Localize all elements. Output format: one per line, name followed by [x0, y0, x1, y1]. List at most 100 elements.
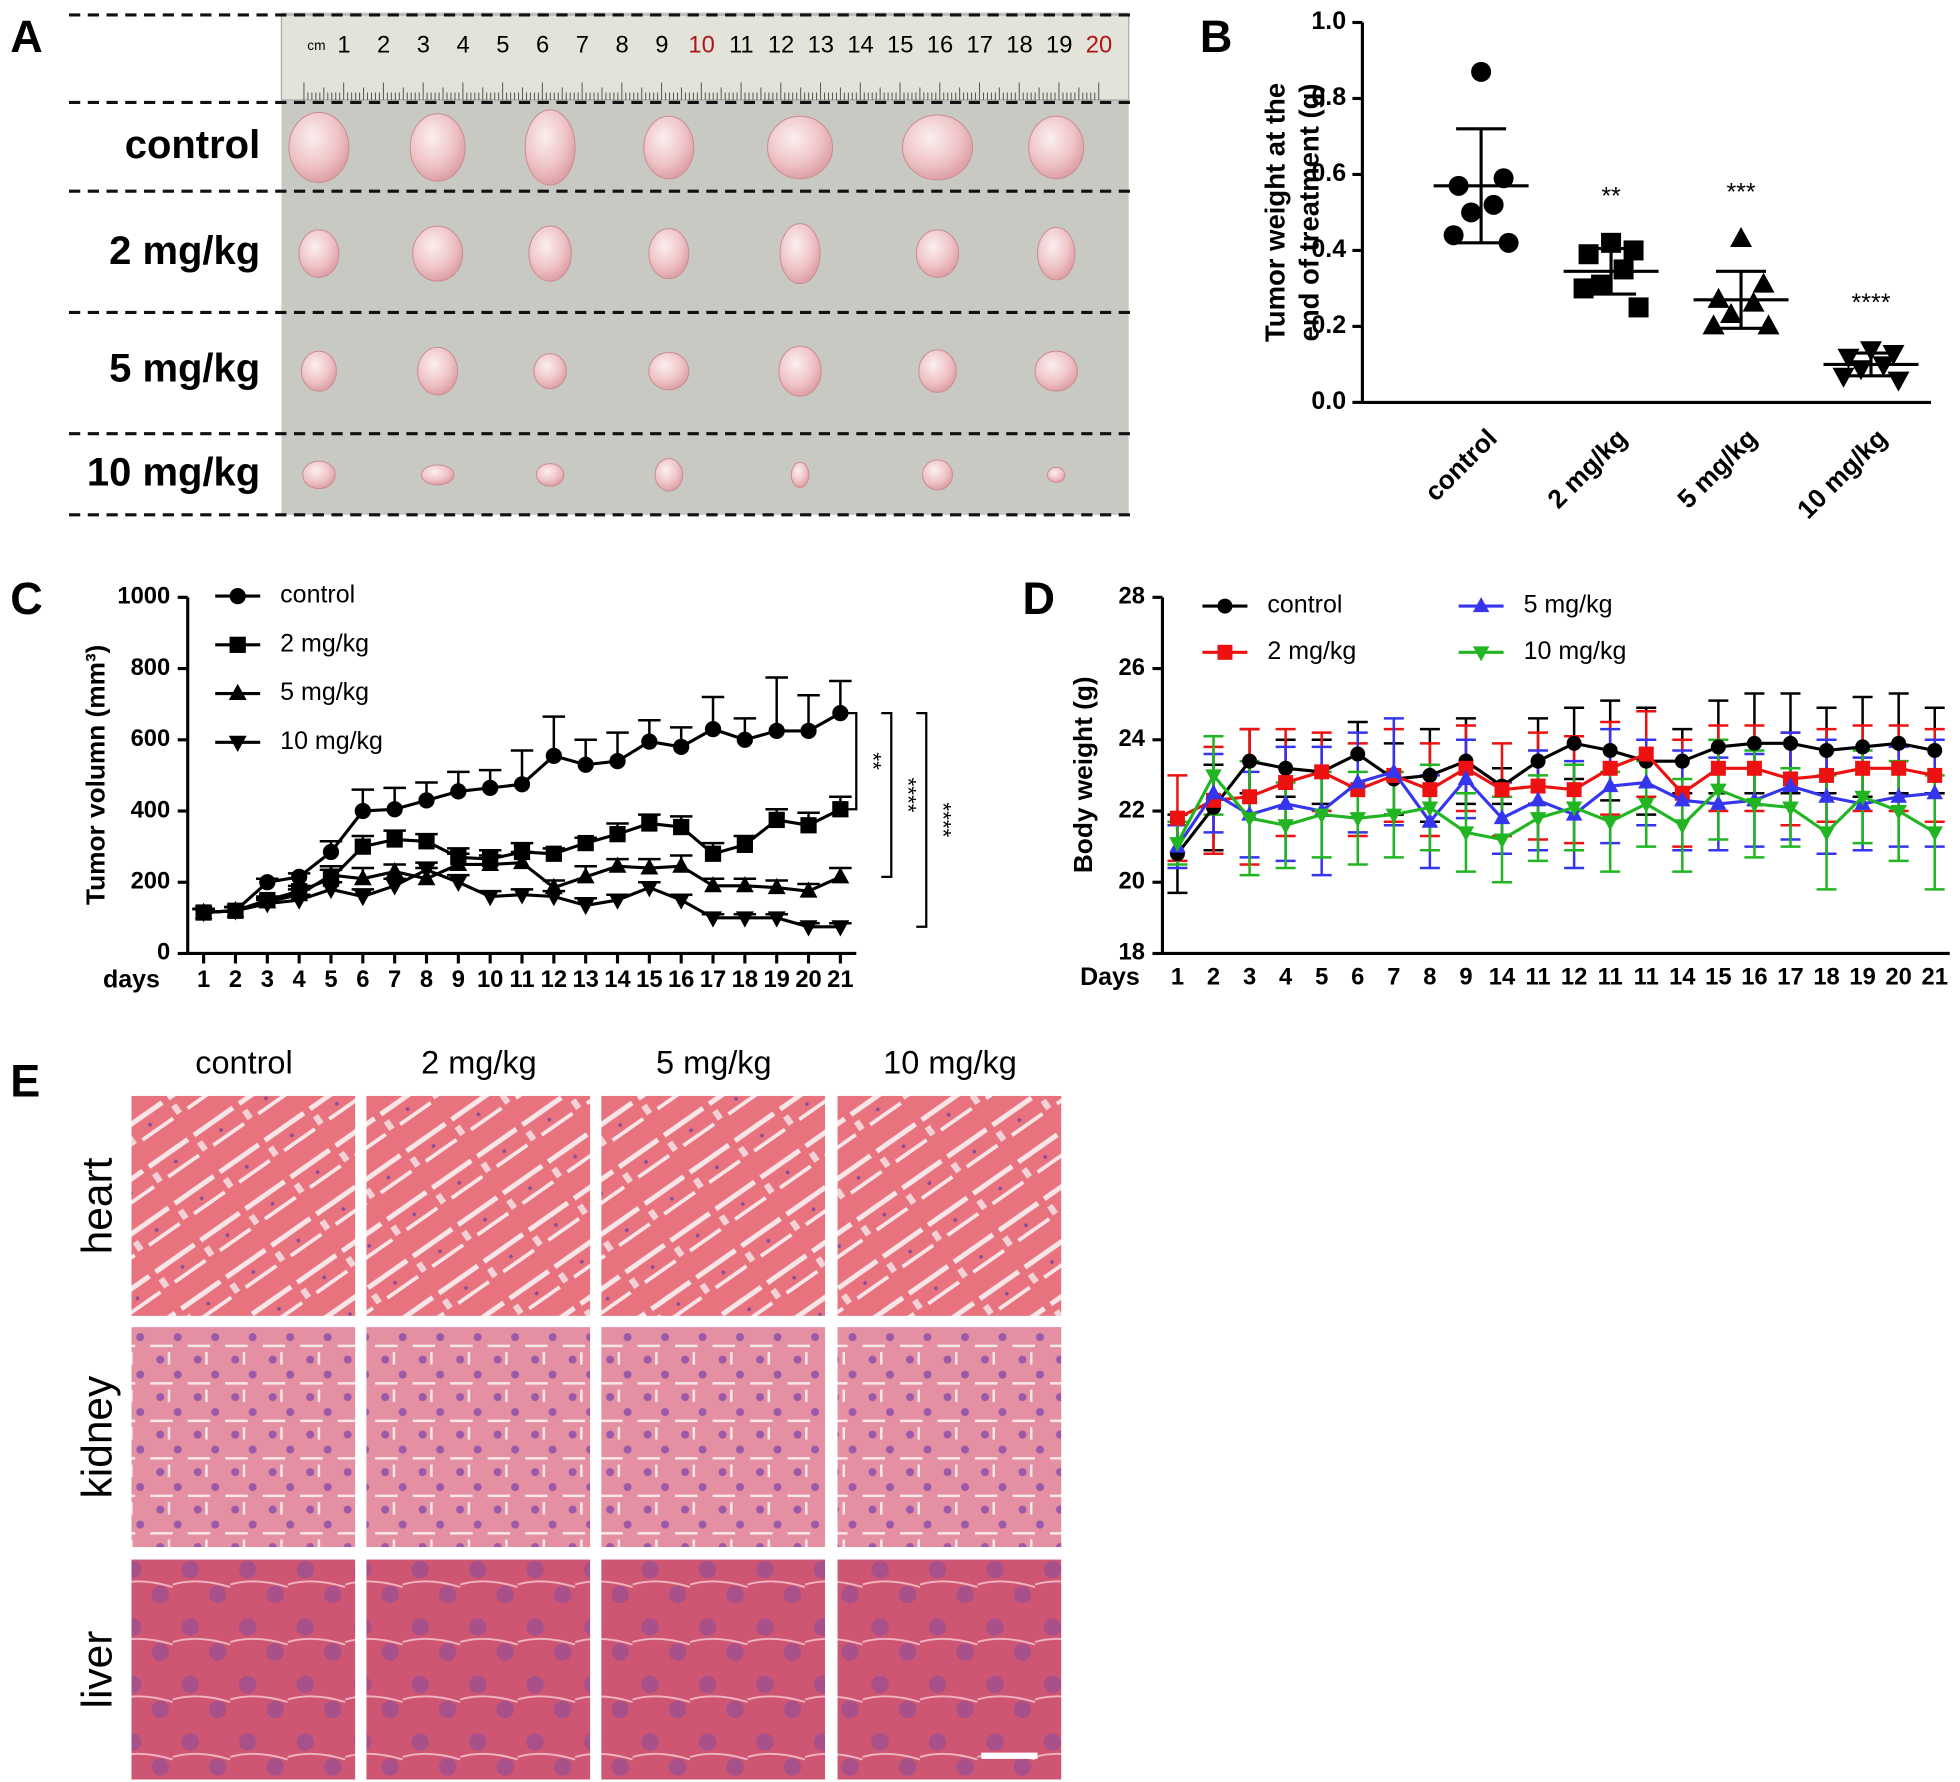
histology-image: [601, 1095, 826, 1316]
marker: [1720, 303, 1743, 324]
marker: [1710, 794, 1727, 810]
row-label: heart: [74, 1157, 121, 1254]
x-tick-label: 5: [1315, 965, 1328, 991]
marker: [1169, 837, 1186, 853]
x-tick-label: 14: [1489, 965, 1516, 991]
legend-label: 5 mg/kg: [280, 678, 369, 706]
tumor: [533, 353, 567, 390]
marker: [513, 852, 531, 870]
histology-image: [131, 1327, 356, 1548]
marker: [228, 683, 247, 701]
marker: [640, 858, 659, 875]
marker: [831, 920, 850, 937]
marker: [1746, 760, 1762, 776]
marker: [768, 722, 785, 740]
marker: [1472, 646, 1490, 662]
marker: [1493, 833, 1511, 849]
marker: [1613, 259, 1634, 280]
marker: [1819, 767, 1835, 783]
ruler-number: 20: [1086, 33, 1112, 59]
tumor: [1036, 226, 1076, 281]
marker: [735, 911, 754, 928]
x-tick-label: 12: [1561, 965, 1587, 991]
marker: [513, 843, 531, 861]
marker: [1422, 767, 1438, 783]
marker: [1782, 801, 1799, 817]
y-axis-label: Tumor volumn (mm³): [81, 645, 111, 905]
marker: [672, 893, 691, 910]
marker: [1566, 782, 1582, 798]
tumor: [790, 461, 810, 488]
marker: [1730, 227, 1753, 248]
marker: [1757, 314, 1780, 335]
tumor: [779, 223, 821, 285]
marker: [672, 856, 691, 873]
marker: [1674, 819, 1691, 835]
y-tick-label: 0.2: [1311, 311, 1346, 339]
x-tick-label: 6: [356, 967, 369, 993]
marker: [799, 881, 818, 898]
sd-bar: [1456, 127, 1507, 245]
ruler-number: 15: [887, 33, 913, 59]
marker: [449, 854, 468, 871]
row-label: 10 mg/kg: [87, 450, 260, 494]
series-line: [1176, 772, 1936, 844]
x-tick-label: 10: [477, 967, 503, 993]
marker: [608, 856, 627, 873]
marker: [1421, 801, 1439, 817]
marker: [482, 779, 499, 796]
column-label: 10 mg/kg: [883, 1044, 1017, 1080]
marker: [322, 882, 340, 900]
legend-label: 2 mg/kg: [1267, 637, 1356, 665]
marker: [1530, 753, 1546, 769]
series-line: [1176, 770, 1935, 848]
y-tick-label: 0.6: [1311, 159, 1346, 187]
marker: [1638, 746, 1654, 762]
histology-image: [131, 1095, 356, 1316]
marker: [1782, 735, 1798, 751]
marker: [704, 720, 722, 738]
marker: [1855, 739, 1871, 755]
ruler-number: 2: [377, 33, 390, 59]
marker: [832, 801, 849, 818]
marker: [226, 904, 245, 921]
y-axis-label: end of treatment (g): [1293, 83, 1324, 341]
x-tick-label: 2 mg/kg: [1541, 423, 1632, 514]
marker: [354, 838, 371, 855]
marker: [1566, 735, 1582, 751]
x-tick-label: 19: [1849, 965, 1875, 991]
ruler-number: 11: [729, 33, 754, 59]
marker: [354, 802, 371, 820]
tumor: [412, 225, 464, 282]
x-tick-label: 21: [1922, 965, 1948, 991]
ruler-number: 3: [417, 33, 430, 59]
ruler-number: 7: [576, 33, 589, 59]
marker: [1205, 769, 1222, 785]
marker: [704, 911, 722, 928]
marker: [767, 911, 786, 928]
panel-label: A: [10, 11, 42, 62]
marker: [1927, 742, 1943, 758]
marker: [577, 834, 594, 852]
x-tick-label: 8: [420, 967, 433, 993]
significance: ****: [895, 777, 920, 812]
tumor: [1046, 466, 1066, 483]
marker: [1702, 314, 1725, 335]
x-tick-label: 3: [261, 967, 274, 993]
tumor: [915, 229, 960, 278]
marker: [1277, 819, 1294, 835]
marker: [1349, 773, 1366, 789]
x-tick-label: 7: [1387, 965, 1400, 991]
marker: [1529, 791, 1547, 807]
marker: [1637, 773, 1655, 789]
marker: [1674, 753, 1690, 769]
marker: [1601, 777, 1619, 793]
marker: [831, 867, 850, 884]
x-tick-label: 19: [763, 967, 789, 993]
marker: [1860, 341, 1882, 362]
significance: ****: [1852, 289, 1891, 317]
ruler-number: 9: [655, 33, 668, 59]
marker: [1349, 812, 1366, 828]
ruler-number: 12: [768, 33, 794, 59]
marker: [1601, 815, 1619, 831]
